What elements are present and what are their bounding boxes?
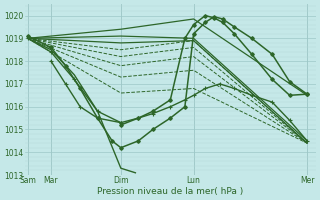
X-axis label: Pression niveau de la mer( hPa ): Pression niveau de la mer( hPa ) [97,187,244,196]
